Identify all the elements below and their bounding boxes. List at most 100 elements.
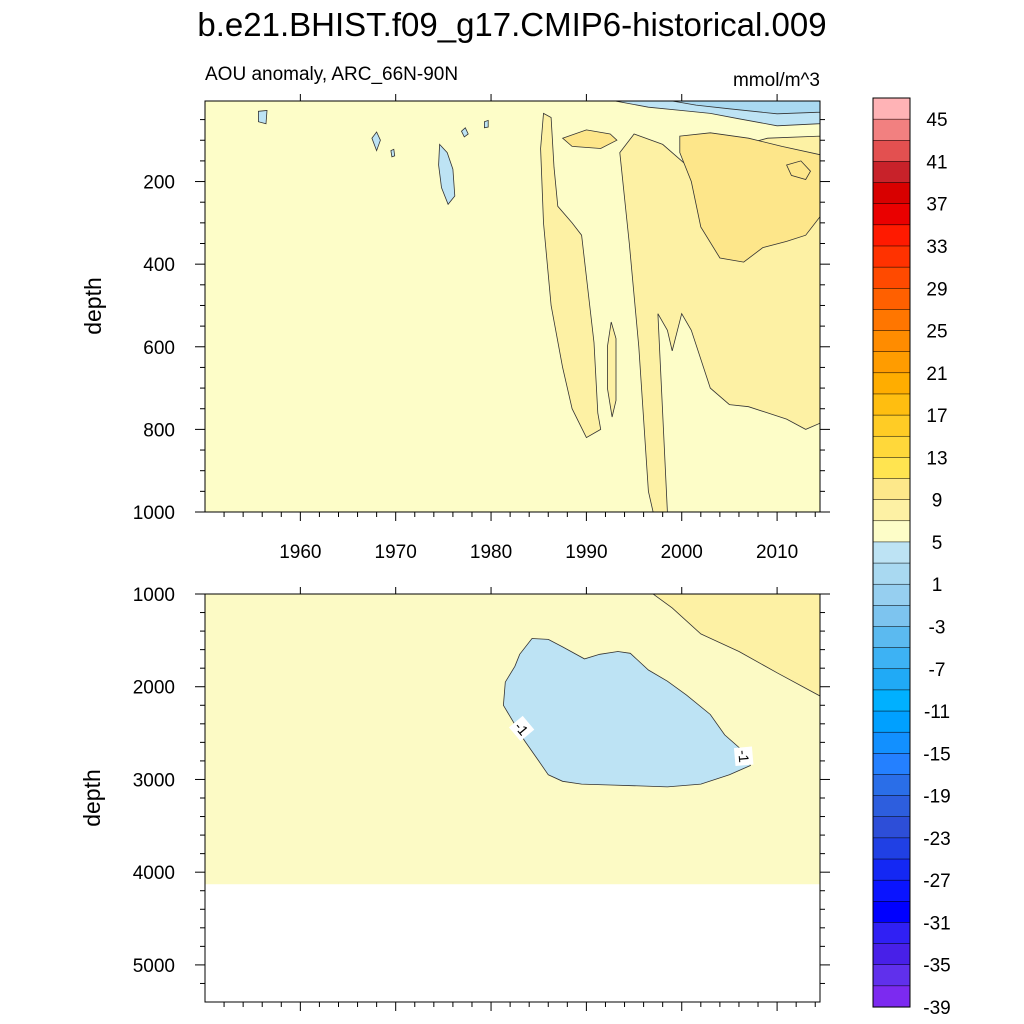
colorbar-label: 41 xyxy=(926,152,947,173)
colorbar-label: 29 xyxy=(926,279,947,300)
colorbar-label: 9 xyxy=(932,491,943,512)
colorbar-box xyxy=(872,435,911,458)
upper-plot-frame xyxy=(204,100,821,513)
colorbar-box xyxy=(872,499,911,522)
colorbar-box xyxy=(872,837,911,860)
upper-ylabel: depth xyxy=(80,277,106,335)
colorbar-box xyxy=(872,478,911,501)
contour-region-sliver-1992 xyxy=(607,321,617,418)
contour-region-blob-1957 xyxy=(257,110,268,125)
x-tick-label: 1990 xyxy=(565,542,607,563)
colorbar-label: 17 xyxy=(926,406,947,427)
contour-region-upper-right-warm xyxy=(679,132,820,263)
colorbar-label: -3 xyxy=(929,618,946,639)
y-tick-label: 800 xyxy=(143,420,175,441)
colorbar-box xyxy=(872,161,911,184)
contour-region-blob-1968 xyxy=(371,131,381,152)
colorbar-box xyxy=(872,922,911,945)
colorbar-box xyxy=(872,393,911,416)
colorbar-box xyxy=(872,668,911,691)
y-tick-label: 200 xyxy=(143,173,175,194)
colorbar-box xyxy=(872,943,911,966)
contour-region-cold-top-right-core xyxy=(672,101,820,115)
colorbar-box xyxy=(872,647,911,670)
lower-panel: depth -1 -1 1000 2000 3000 4000 5000 xyxy=(79,585,830,1011)
colorbar-box xyxy=(872,795,911,818)
colorbar-label: 33 xyxy=(926,237,947,258)
colorbar-label: -39 xyxy=(923,998,950,1019)
contour-label-box xyxy=(508,715,535,742)
colorbar-box xyxy=(872,879,911,902)
contour-region-top-1987 xyxy=(561,129,618,149)
colorbar-box xyxy=(872,605,911,628)
contour-region-deep-right-warm xyxy=(652,594,820,697)
colorbar-box xyxy=(872,541,911,564)
y-tick-label: 4000 xyxy=(133,863,175,884)
contour-region-blob-1970 xyxy=(390,148,396,158)
colorbar-box xyxy=(872,858,911,881)
contour-region-blob-1977 xyxy=(461,127,469,138)
colorbar-label: 1 xyxy=(932,575,943,596)
contour-line-label: -1 xyxy=(508,715,535,742)
y-tick-label: 1000 xyxy=(133,585,175,606)
contour-region-band-1985-1990 xyxy=(540,112,602,439)
x-tick-label: 1980 xyxy=(470,542,512,563)
contour-region-deep-cold-blob xyxy=(502,638,751,788)
colorbar-label: -23 xyxy=(923,829,950,850)
y-tick-label: 2000 xyxy=(133,678,175,699)
colorbar-box xyxy=(872,901,911,923)
colorbar-box xyxy=(872,140,911,162)
contour-region-core-2011 xyxy=(786,160,811,180)
y-tick-label: 3000 xyxy=(133,770,175,791)
colorbar-box xyxy=(872,203,911,226)
contour-label-text: -1 xyxy=(735,749,752,763)
colorbar-box xyxy=(872,774,911,797)
colorbar-label: -15 xyxy=(923,744,950,765)
upper-axis-ticks: 1960 1970 1980 1990 2000 2010 200 400 600 800 1000 xyxy=(133,94,830,563)
colorbar-label: 25 xyxy=(926,322,947,343)
contour-label-box xyxy=(733,746,754,767)
colorbar-box xyxy=(872,562,911,585)
colorbar-label: -35 xyxy=(923,956,950,977)
units-label: mmol/m^3 xyxy=(733,70,820,91)
lower-axis-ticks: 1000 2000 3000 4000 5000 xyxy=(133,585,830,1011)
colorbar-box xyxy=(872,731,911,754)
colorbar-frame xyxy=(872,97,911,1008)
colorbar-box xyxy=(872,710,911,733)
colorbar-box xyxy=(872,520,911,543)
x-tick-label: 2010 xyxy=(756,542,798,563)
y-tick-label: 600 xyxy=(143,338,175,359)
colorbar-label: -7 xyxy=(929,660,946,681)
colorbar-label: 21 xyxy=(926,364,947,385)
colorbar-box xyxy=(872,985,911,1008)
colorbar-box xyxy=(872,351,911,374)
figure-title: b.e21.BHIST.f09_g17.CMIP6-historical.009 xyxy=(197,6,826,43)
colorbar-label: 13 xyxy=(926,448,947,469)
colorbar-label: -31 xyxy=(923,913,950,934)
colorbar-box xyxy=(872,266,911,289)
colorbar-box xyxy=(872,753,911,776)
colorbar-box xyxy=(872,626,911,649)
colorbar-label: 37 xyxy=(926,195,947,216)
colorbar-box xyxy=(872,457,911,480)
colorbar-box xyxy=(872,182,911,205)
colorbar-box xyxy=(872,245,911,268)
upper-panel: AOU anomaly, ARC_66N-90N mmol/m^3 depth … xyxy=(80,64,830,563)
colorbar-label: 45 xyxy=(926,110,947,131)
colorbar-label: -11 xyxy=(924,702,950,723)
x-tick-label: 1970 xyxy=(375,542,417,563)
colorbar-box xyxy=(872,118,911,141)
colorbar-box xyxy=(872,288,911,310)
colorbar-label: -27 xyxy=(923,871,950,892)
y-tick-label: 1000 xyxy=(133,503,175,524)
lower-ylabel: depth xyxy=(79,769,105,827)
colorbar-box xyxy=(872,309,911,332)
y-tick-label: 5000 xyxy=(133,956,175,977)
colorbar-box xyxy=(872,97,911,120)
x-tick-label: 2000 xyxy=(661,542,703,563)
colorbar-box xyxy=(872,414,911,437)
contour-region-blob-1979 xyxy=(483,119,489,129)
colorbar-box xyxy=(872,583,911,606)
colorbar-label: -19 xyxy=(923,787,950,808)
